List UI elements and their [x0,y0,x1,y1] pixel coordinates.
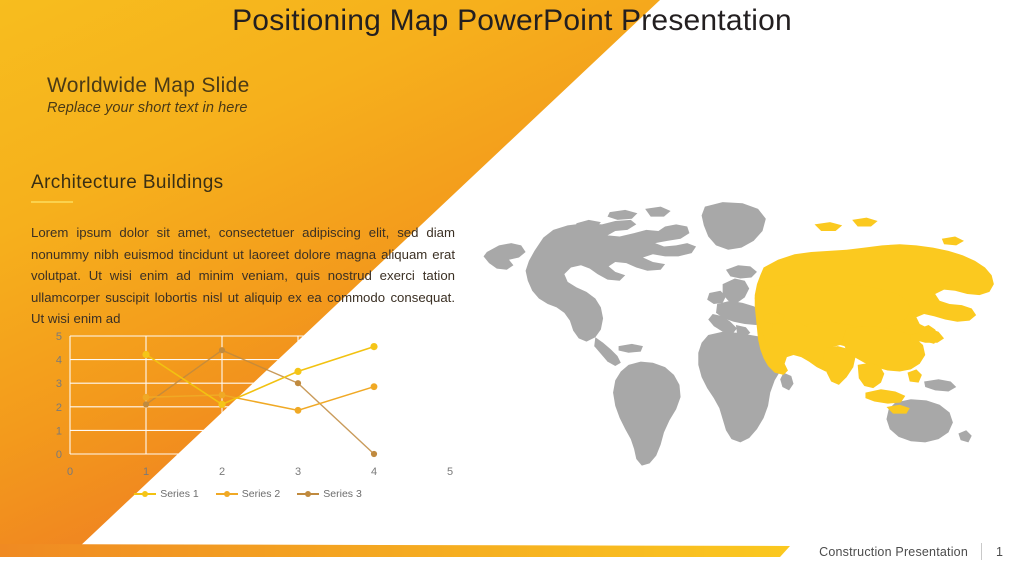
x-tick-5: 5 [447,466,453,478]
y-tick-0: 0 [56,449,62,461]
north-america [525,219,697,342]
south-america [613,361,681,466]
legend-item-series-3[interactable]: Series 3 [297,488,362,500]
series-2-swatch-icon [215,490,238,498]
europe-central [716,300,770,326]
series-3-point-4 [370,450,378,458]
map-highlight-asia [754,217,994,414]
legend-item-series-1[interactable]: Series 1 [134,488,199,500]
philippines [907,369,922,383]
series-3-line [142,347,378,458]
map-base-continents [483,202,972,466]
iberia [708,313,738,334]
x-axis-ticks: 0 1 2 3 4 5 [67,466,453,478]
world-map [470,190,1024,490]
alaska [483,243,526,270]
turkey [763,311,785,324]
india [823,346,856,385]
plot-area [70,336,450,454]
central-asia [754,282,911,351]
series-1-point-1 [142,350,150,359]
section-underline-accent [31,201,73,203]
series-3-point-1 [142,401,150,408]
korea [910,332,922,344]
section-heading: Architecture Buildings [31,172,224,193]
body-paragraph: Lorem ipsum dolor sit amet, consectetuer… [31,225,455,326]
png [924,379,957,392]
arctic-island-1 [575,219,601,229]
y-tick-2: 2 [56,402,62,414]
line-chart-svg: 5 4 3 2 1 0 0 1 2 3 4 5 [56,331,453,478]
indochina [857,362,885,389]
series-1-line [142,343,378,408]
footer-label: Construction Presentation [819,544,968,559]
y-tick-3: 3 [56,378,62,390]
indonesia [865,389,906,404]
novaya-zemlya [814,222,843,231]
scandinavia [722,278,750,303]
line-chart: 5 4 3 2 1 0 0 1 2 3 4 5 Serie [28,328,468,513]
china [842,326,926,372]
series-3-path [145,349,375,455]
caribbean [618,343,643,353]
arctic-island-2 [607,209,638,220]
y-axis-ticks: 5 4 3 2 1 0 [56,331,62,461]
y-tick-5: 5 [56,331,62,343]
new-siberian-islands [941,236,964,246]
x-tick-3: 3 [295,466,301,478]
footer-divider [981,543,982,560]
legend-label-series-1: Series 1 [160,488,199,500]
series-1-swatch-icon [134,490,157,498]
footer: Construction Presentation 1 [819,543,1004,560]
section-heading-block: Architecture Buildings [31,172,224,203]
x-tick-4: 4 [371,466,377,478]
new-zealand [958,430,972,443]
africa [698,331,786,443]
series-1-point-2 [218,400,226,408]
arctic-island-3 [645,206,671,217]
y-tick-4: 4 [56,355,62,367]
series-2-path [145,385,375,412]
middle-east [771,321,814,353]
madagascar [780,372,794,391]
legend-item-series-2[interactable]: Series 2 [215,488,281,500]
series-1-path [145,345,375,406]
chart-legend: Series 1 Series 2 Series 3 [28,488,468,500]
series-2-point-1 [142,393,150,401]
subtitle-heading: Worldwide Map Slide [47,74,250,97]
x-tick-0: 0 [67,466,73,478]
japan [919,325,939,344]
series-2-line [142,383,378,414]
series-1-point-3 [294,367,302,375]
series-2-point-3 [294,406,302,414]
central-america [594,337,621,367]
world-map-svg [483,202,994,466]
legend-label-series-3: Series 3 [323,488,362,500]
page-number: 1 [996,544,1003,559]
java [886,404,910,414]
chart-gridlines [69,335,451,455]
arctic-island-4 [587,238,615,248]
british-isles [707,290,726,305]
series-3-swatch-icon [297,490,320,498]
y-tick-1: 1 [56,425,62,437]
x-tick-2: 2 [219,466,225,478]
scandinavia-north [725,265,757,279]
series-2-point-4 [370,383,378,391]
series-3-point-2 [218,347,226,354]
footer-accent-bar [0,544,790,557]
subtitle-block: Worldwide Map Slide Replace your short t… [47,74,250,116]
x-tick-1: 1 [143,466,149,478]
legend-label-series-2: Series 2 [241,488,281,500]
series-1-point-4 [370,343,378,351]
series-3-point-3 [294,380,302,387]
subtitle-placeholder-text: Replace your short text in here [47,100,248,117]
page-title: Positioning Map PowerPoint Presentation [232,4,792,37]
arctic-ru-island [852,217,878,227]
greenland [701,202,766,250]
series-2-point-2 [218,391,226,399]
